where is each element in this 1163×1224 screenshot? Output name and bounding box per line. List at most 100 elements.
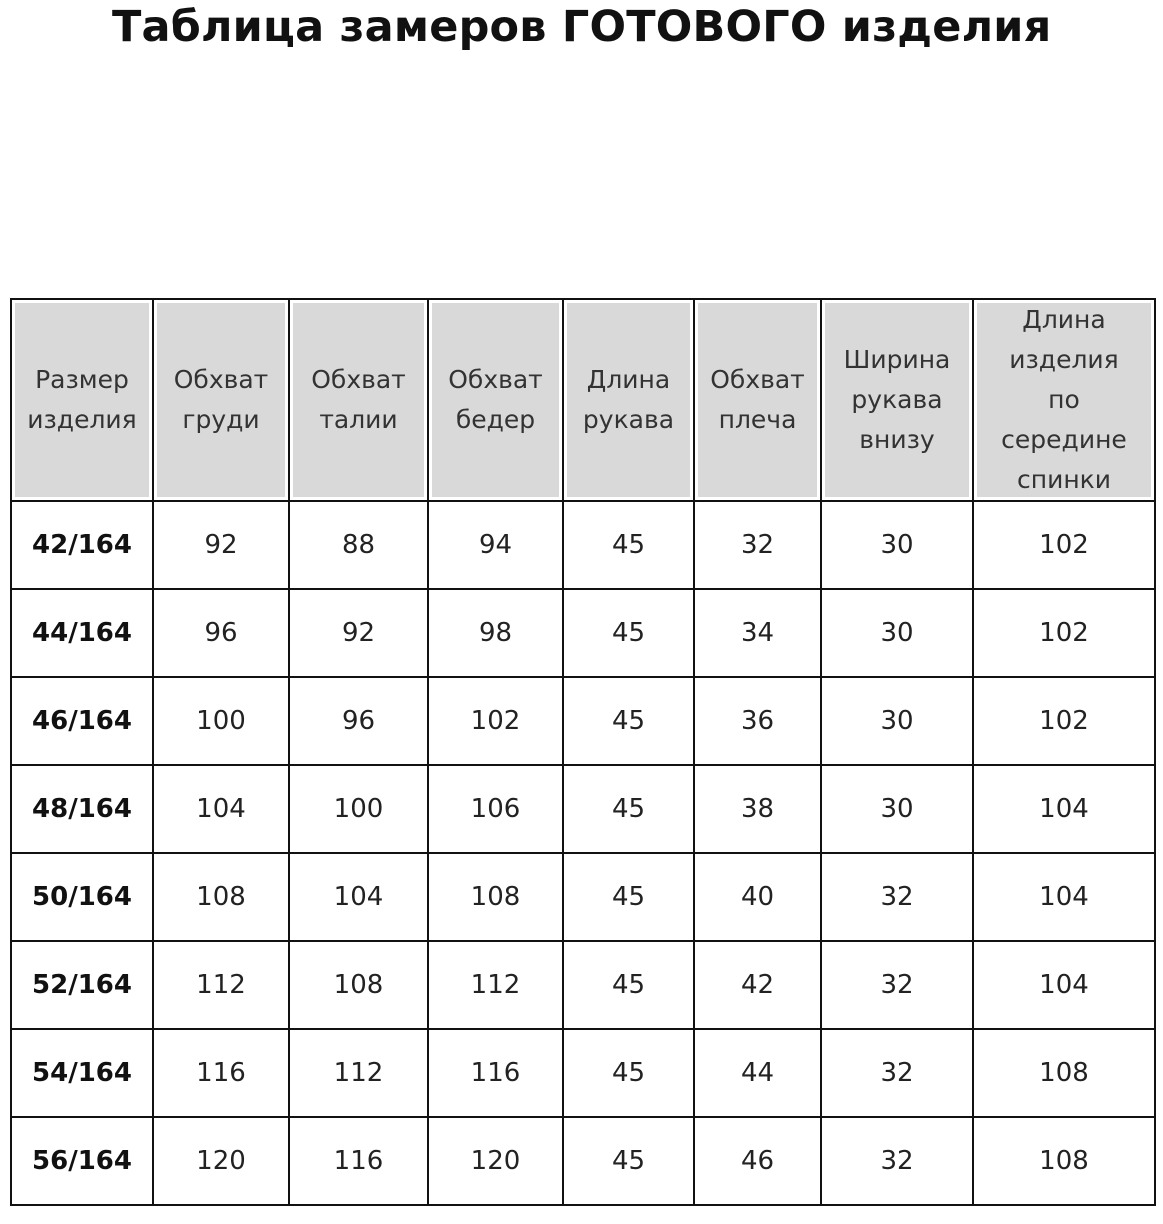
size-cell: 52/164 <box>10 940 154 1030</box>
value-cell: 32 <box>820 1116 974 1206</box>
value-cell: 45 <box>562 588 695 678</box>
value-cell: 102 <box>972 500 1156 590</box>
value-cell: 104 <box>288 852 429 942</box>
value-cell: 104 <box>152 764 290 854</box>
column-header: Обхват бедер <box>427 298 564 502</box>
measurements-table: Размер изделия Обхват груди Обхват талии Обхва… <box>10 298 1156 1206</box>
value-cell: 112 <box>427 940 564 1030</box>
column-header: Обхват плеча <box>693 298 822 502</box>
column-header-line: внизу <box>859 425 935 454</box>
value-cell: 38 <box>693 764 822 854</box>
column-header-line: Обхват <box>710 365 805 394</box>
table-row: 44/164 96 92 98 45 34 30 102 <box>10 588 1156 678</box>
value-cell: 104 <box>972 764 1156 854</box>
table-row: 48/164 104 100 106 45 38 30 104 <box>10 764 1156 854</box>
value-cell: 44 <box>693 1028 822 1118</box>
value-cell: 45 <box>562 1116 695 1206</box>
column-header-line: Длина <box>586 365 671 394</box>
table-row: 56/164 120 116 120 45 46 32 108 <box>10 1116 1156 1206</box>
column-header: Обхват груди <box>152 298 290 502</box>
table-row: 54/164 116 112 116 45 44 32 108 <box>10 1028 1156 1118</box>
table-row: 52/164 112 108 112 45 42 32 104 <box>10 940 1156 1030</box>
value-cell: 96 <box>152 588 290 678</box>
column-header: Размер изделия <box>10 298 154 502</box>
value-cell: 40 <box>693 852 822 942</box>
size-cell: 54/164 <box>10 1028 154 1118</box>
value-cell: 102 <box>972 588 1156 678</box>
column-header-line: Длина <box>1022 305 1106 334</box>
size-cell: 46/164 <box>10 676 154 766</box>
column-header-line: Обхват <box>448 365 543 394</box>
value-cell: 30 <box>820 764 974 854</box>
column-header-line: бедер <box>455 405 536 434</box>
value-cell: 100 <box>152 676 290 766</box>
column-header-line: груди <box>182 405 260 434</box>
column-header: Обхват талии <box>288 298 429 502</box>
value-cell: 120 <box>427 1116 564 1206</box>
value-cell: 32 <box>693 500 822 590</box>
value-cell: 42 <box>693 940 822 1030</box>
value-cell: 45 <box>562 940 695 1030</box>
value-cell: 94 <box>427 500 564 590</box>
value-cell: 108 <box>427 852 564 942</box>
value-cell: 46 <box>693 1116 822 1206</box>
column-header-line: Обхват <box>173 365 269 394</box>
value-cell: 116 <box>288 1116 429 1206</box>
value-cell: 108 <box>972 1028 1156 1118</box>
value-cell: 102 <box>427 676 564 766</box>
value-cell: 108 <box>972 1116 1156 1206</box>
value-cell: 45 <box>562 852 695 942</box>
value-cell: 92 <box>152 500 290 590</box>
value-cell: 45 <box>562 764 695 854</box>
size-cell: 42/164 <box>10 500 154 590</box>
column-header-line: по <box>1048 385 1080 414</box>
column-header-line: спинки <box>1016 465 1112 494</box>
value-cell: 96 <box>288 676 429 766</box>
column-header-line: изделия <box>1009 345 1119 374</box>
value-cell: 108 <box>152 852 290 942</box>
column-header-line: изделия <box>27 405 137 434</box>
value-cell: 106 <box>427 764 564 854</box>
header-row: Размер изделия Обхват груди Обхват талии Обхва… <box>10 298 1156 502</box>
value-cell: 30 <box>820 676 974 766</box>
value-cell: 34 <box>693 588 822 678</box>
value-cell: 108 <box>288 940 429 1030</box>
column-header: Ширина рукава внизу <box>820 298 974 502</box>
column-header-line: рукава <box>851 385 943 414</box>
value-cell: 45 <box>562 676 695 766</box>
column-header-line: рукава <box>582 405 675 434</box>
value-cell: 30 <box>820 588 974 678</box>
value-cell: 30 <box>820 500 974 590</box>
value-cell: 92 <box>288 588 429 678</box>
size-cell: 50/164 <box>10 852 154 942</box>
column-header-line: талии <box>319 405 398 434</box>
column-header-line: Ширина <box>843 345 951 374</box>
column-header: Длина изделия по середине спинки <box>972 298 1156 502</box>
value-cell: 45 <box>562 500 695 590</box>
column-header-line: середине <box>1001 425 1127 454</box>
column-header: Длина рукава <box>562 298 695 502</box>
value-cell: 112 <box>152 940 290 1030</box>
value-cell: 32 <box>820 940 974 1030</box>
size-cell: 44/164 <box>10 588 154 678</box>
value-cell: 100 <box>288 764 429 854</box>
page-title: Таблица замеров ГОТОВОГО изделия <box>112 2 1052 52</box>
table-row: 46/164 100 96 102 45 36 30 102 <box>10 676 1156 766</box>
value-cell: 104 <box>972 940 1156 1030</box>
value-cell: 116 <box>427 1028 564 1118</box>
table-row: 50/164 108 104 108 45 40 32 104 <box>10 852 1156 942</box>
value-cell: 120 <box>152 1116 290 1206</box>
column-header-line: плеча <box>718 405 797 434</box>
column-header-line: Размер <box>35 365 129 394</box>
value-cell: 104 <box>972 852 1156 942</box>
size-cell: 48/164 <box>10 764 154 854</box>
size-cell: 56/164 <box>10 1116 154 1206</box>
value-cell: 102 <box>972 676 1156 766</box>
value-cell: 45 <box>562 1028 695 1118</box>
value-cell: 32 <box>820 1028 974 1118</box>
value-cell: 98 <box>427 588 564 678</box>
value-cell: 88 <box>288 500 429 590</box>
column-header-line: Обхват <box>311 365 406 394</box>
value-cell: 112 <box>288 1028 429 1118</box>
value-cell: 116 <box>152 1028 290 1118</box>
